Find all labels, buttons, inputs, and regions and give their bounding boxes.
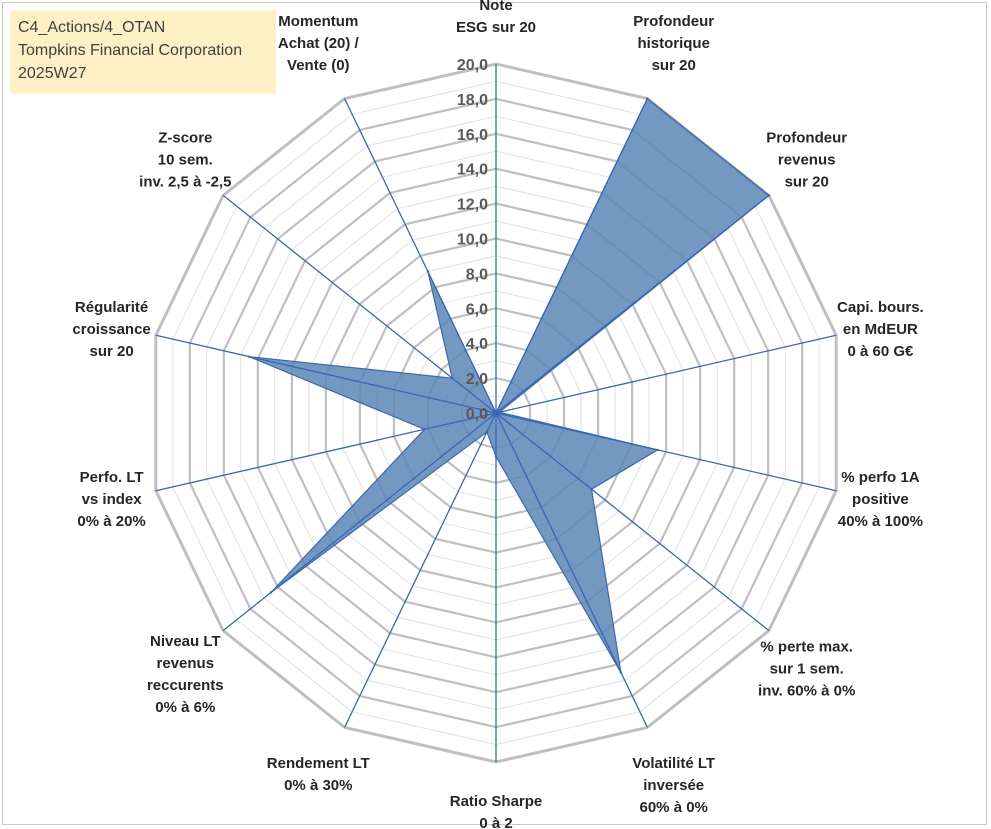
- axis-label-line: Rendement LT: [267, 755, 370, 772]
- axis-label-line: Niveau LT: [150, 633, 221, 650]
- axis-spokes: [155, 64, 837, 762]
- tick-label: 14,0: [457, 162, 488, 179]
- axis-label: % perte max. sur 1 sem. inv. 60% à 0%: [758, 639, 855, 700]
- axis-label: Niveau LT revenus reccurents 0% à 6%: [147, 633, 224, 716]
- axis-label-line: 0% à 6%: [155, 699, 215, 716]
- chart-title-box: C4_Actions/4_OTAN Tompkins Financial Cor…: [10, 10, 276, 94]
- axis-label-line: inv. 60% à 0%: [758, 683, 855, 700]
- axis-spoke: [495, 98, 648, 414]
- axis-spoke: [155, 334, 497, 414]
- axis-spoke: [495, 412, 837, 492]
- axis-label-line: % perte max.: [760, 639, 853, 656]
- axis-label-line: sur 20: [785, 173, 829, 190]
- axis-label: Note ESG sur 20: [456, 0, 536, 36]
- axis-label-line: Capi. bours.: [837, 299, 924, 316]
- axis-label: Rendement LT 0% à 30%: [267, 755, 370, 794]
- axis-label: Volatilité LT inversée 60% à 0%: [632, 755, 715, 816]
- tick-label: 8,0: [466, 266, 488, 283]
- tick-label: 2,0: [466, 371, 488, 388]
- axis-label-line: en MdEUR: [843, 321, 918, 338]
- axis-label: Ratio Sharpe 0 à 2: [450, 793, 543, 829]
- axis-label-line: positive: [852, 491, 909, 508]
- axis-label-line: Momentum: [278, 13, 358, 30]
- axis-label: Régularité croissance sur 20: [72, 299, 150, 360]
- tick-label: 20,0: [457, 57, 488, 74]
- axis-label-line: Profondeur: [633, 13, 714, 30]
- axis-label-line: croissance: [72, 321, 150, 338]
- title-line-3: 2025W27: [18, 65, 87, 82]
- axis-spoke: [222, 412, 497, 632]
- axis-label-line: % perfo 1A: [841, 469, 920, 486]
- axis-label-line: vs index: [82, 491, 143, 508]
- axis-label-line: inv. 2,5 à -2,5: [139, 173, 231, 190]
- radial-tick-labels: 0,0 2,0 4,0 6,0 8,0 10,0 12,0 14,0 16,0 18,0 20,0: [457, 57, 488, 423]
- axis-spoke: [344, 412, 497, 728]
- axis-label: Momentum Achat (20) / Vente (0): [278, 13, 360, 74]
- axis-label-line: inversée: [643, 777, 704, 794]
- axis-label-line: sur 20: [652, 57, 696, 74]
- axis-label-line: Note: [479, 0, 512, 14]
- tick-label: 10,0: [457, 232, 488, 249]
- axis-spoke: [222, 194, 497, 414]
- tick-label: 16,0: [457, 127, 488, 144]
- axis-label-line: 0 à 60 G€: [847, 343, 914, 360]
- axis-label-line: Profondeur: [766, 129, 847, 146]
- tick-label: 12,0: [457, 197, 488, 214]
- axis-label-line: 40% à 100%: [838, 513, 923, 530]
- axis-label-line: 10 sem.: [158, 151, 213, 168]
- axis-label-line: sur 1 sem.: [770, 661, 844, 678]
- axis-label-line: Z-score: [158, 129, 212, 146]
- tick-label: 4,0: [466, 336, 488, 353]
- axis-label-line: Vente (0): [287, 57, 350, 74]
- axis-label-line: 60% à 0%: [640, 799, 708, 816]
- axis-spoke: [495, 334, 837, 414]
- axis-label-line: ESG sur 20: [456, 19, 536, 36]
- axis-label-line: 0% à 30%: [284, 777, 352, 794]
- tick-label: 0,0: [466, 406, 488, 423]
- axis-label: Perfo. LT vs index 0% à 20%: [77, 469, 145, 530]
- axis-label-line: Ratio Sharpe: [450, 793, 543, 810]
- axis-label-line: Perfo. LT: [80, 469, 144, 486]
- axis-label: Profondeur historique sur 20: [633, 13, 714, 74]
- axis-label-line: Achat (20) /: [278, 35, 360, 52]
- axis-spoke: [344, 98, 497, 414]
- axis-label: Z-score 10 sem. inv. 2,5 à -2,5: [139, 129, 231, 190]
- tick-label: 6,0: [466, 301, 488, 318]
- axis-label-line: Volatilité LT: [632, 755, 715, 772]
- axis-label: Profondeur revenus sur 20: [766, 129, 847, 190]
- axis-label: % perfo 1A positive 40% à 100%: [838, 469, 923, 530]
- axis-labels: Note ESG sur 20 Profondeur historique sur 20…: [72, 0, 923, 829]
- axis-spoke: [495, 412, 648, 728]
- axis-label-line: reccurents: [147, 677, 224, 694]
- axis-spoke: [495, 412, 770, 632]
- axis-label: Capi. bours. en MdEUR 0 à 60 G€: [837, 299, 924, 360]
- axis-label-line: historique: [637, 35, 710, 52]
- axis-label-line: revenus: [778, 151, 836, 168]
- axis-spoke: [495, 194, 770, 414]
- axis-spoke: [155, 412, 497, 492]
- axis-label-line: 0% à 20%: [77, 513, 145, 530]
- title-line-1: C4_Actions/4_OTAN: [18, 19, 166, 36]
- axis-label-line: sur 20: [89, 343, 133, 360]
- title-line-2: Tompkins Financial Corporation: [18, 42, 243, 59]
- axis-label-line: revenus: [157, 655, 215, 672]
- tick-label: 18,0: [457, 92, 488, 109]
- axis-label-line: 0 à 2: [479, 815, 512, 829]
- axis-label-line: Régularité: [75, 299, 148, 316]
